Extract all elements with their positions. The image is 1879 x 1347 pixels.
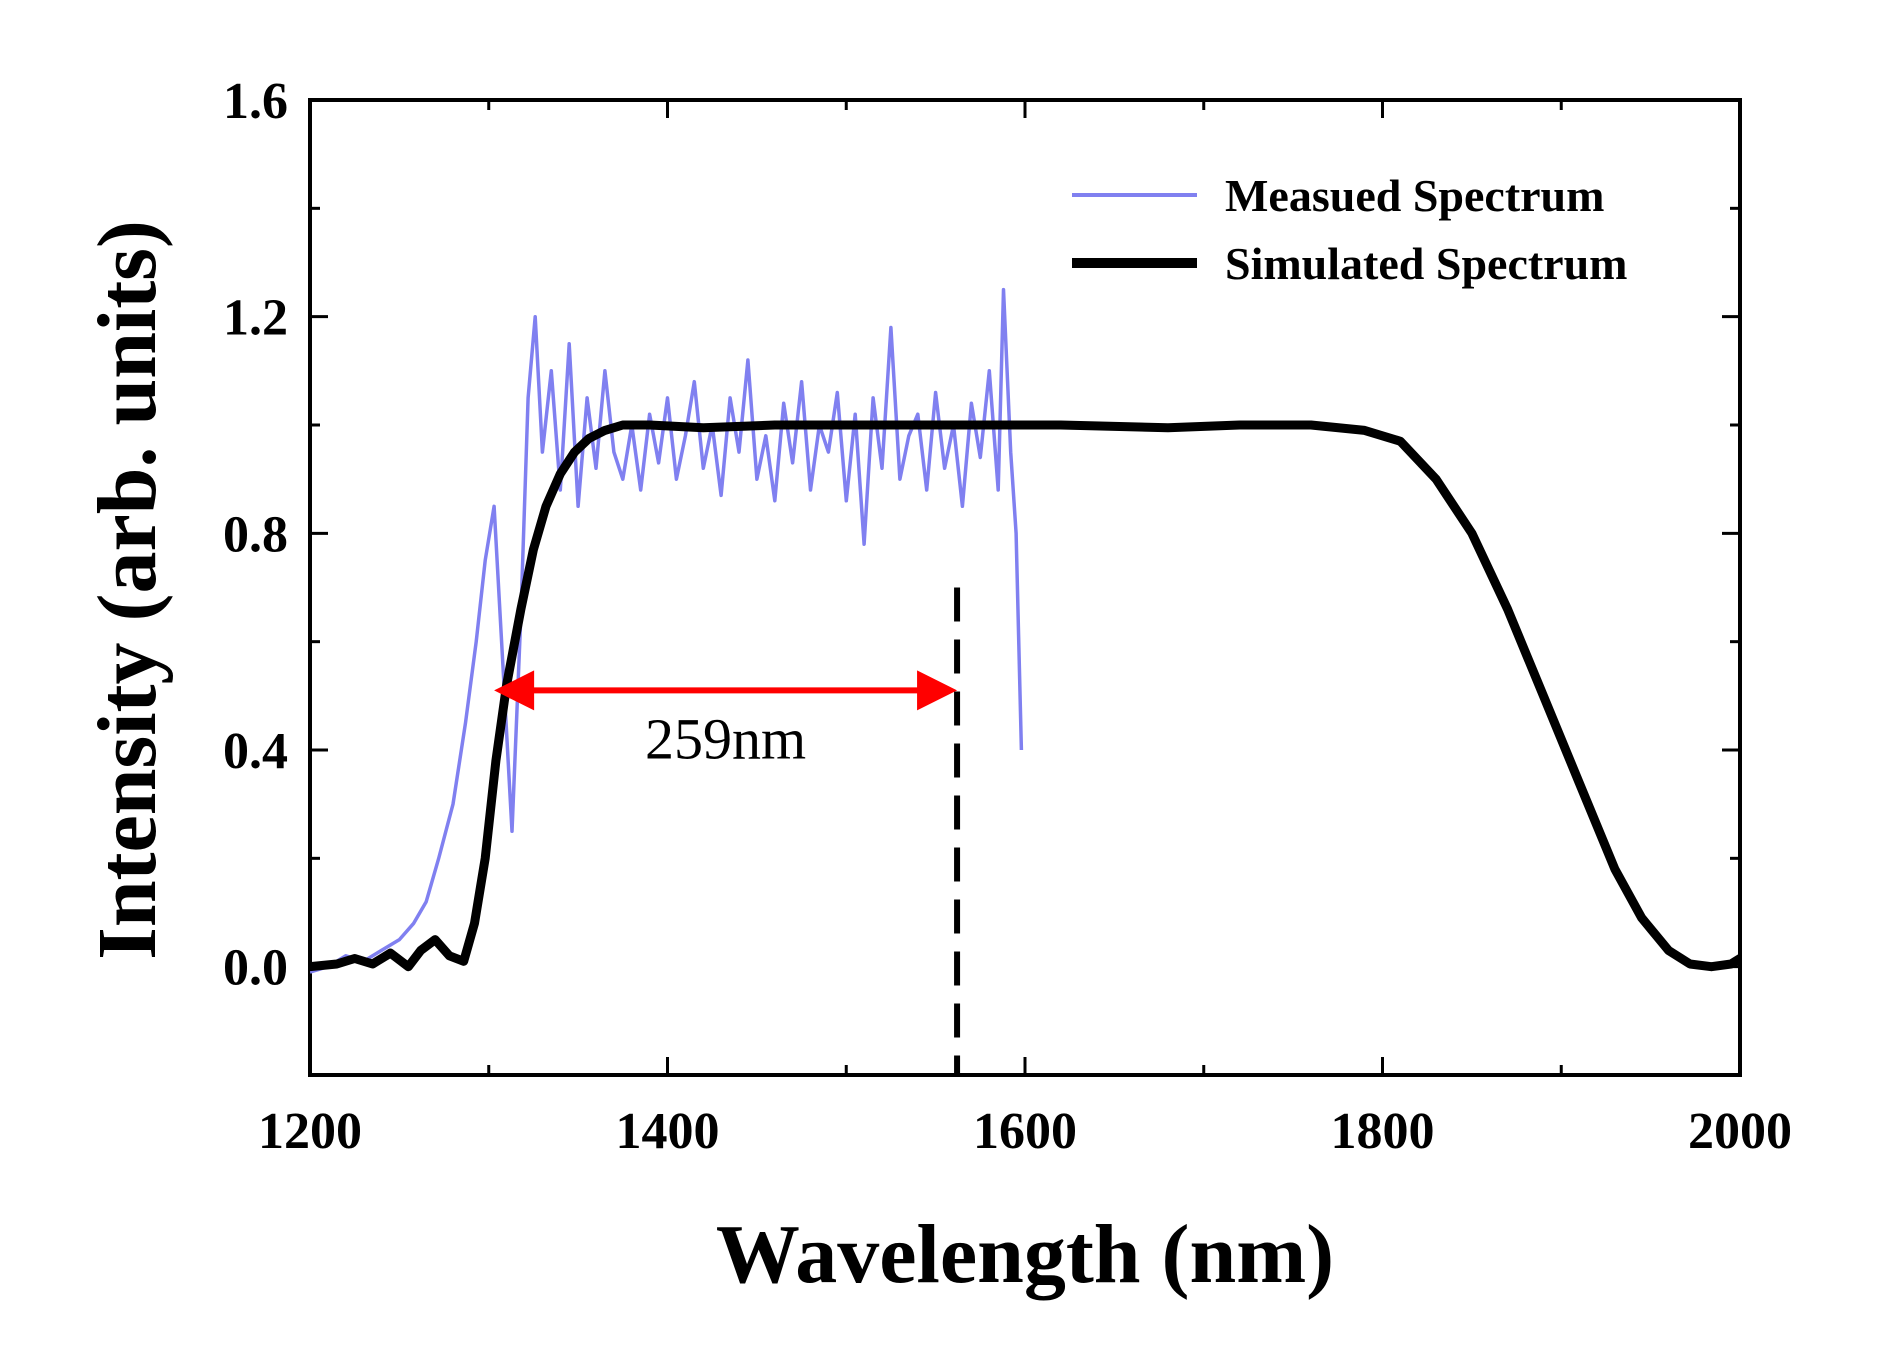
x-tick-labels: 1200 1400 1600 1800 2000	[258, 1103, 1792, 1160]
bandwidth-label: 259nm	[645, 706, 806, 771]
x-tick-label: 1400	[616, 1103, 720, 1160]
legend-label-measured: Measued Spectrum	[1225, 170, 1604, 221]
bandwidth-arrow-head-left	[494, 670, 535, 711]
x-tick-label: 1600	[973, 1103, 1077, 1160]
y-axis-title: Intensity (arb. units)	[81, 220, 174, 960]
y-tick-label: 0.4	[223, 723, 288, 780]
x-tick-label: 1800	[1331, 1103, 1435, 1160]
bandwidth-arrow-head-right	[917, 670, 958, 711]
y-tick-label: 1.2	[223, 290, 288, 347]
y-tick-label: 0.8	[223, 506, 288, 563]
legend-label-simulated: Simulated Spectrum	[1225, 238, 1628, 289]
y-tick-label: 0.0	[223, 940, 288, 997]
measured-spectrum-line	[310, 287, 1024, 974]
legend: Measued Spectrum Simulated Spectrum	[1072, 170, 1628, 289]
x-tick-label: 2000	[1688, 1103, 1792, 1160]
y-tick-labels: 0.0 0.4 0.8 1.2 1.6	[223, 73, 288, 997]
x-tick-label: 1200	[258, 1103, 362, 1160]
y-tick-label: 1.6	[223, 73, 288, 130]
simulated-spectrum-line	[310, 420, 1740, 972]
x-axis-title: Wavelength (nm)	[716, 1208, 1334, 1301]
